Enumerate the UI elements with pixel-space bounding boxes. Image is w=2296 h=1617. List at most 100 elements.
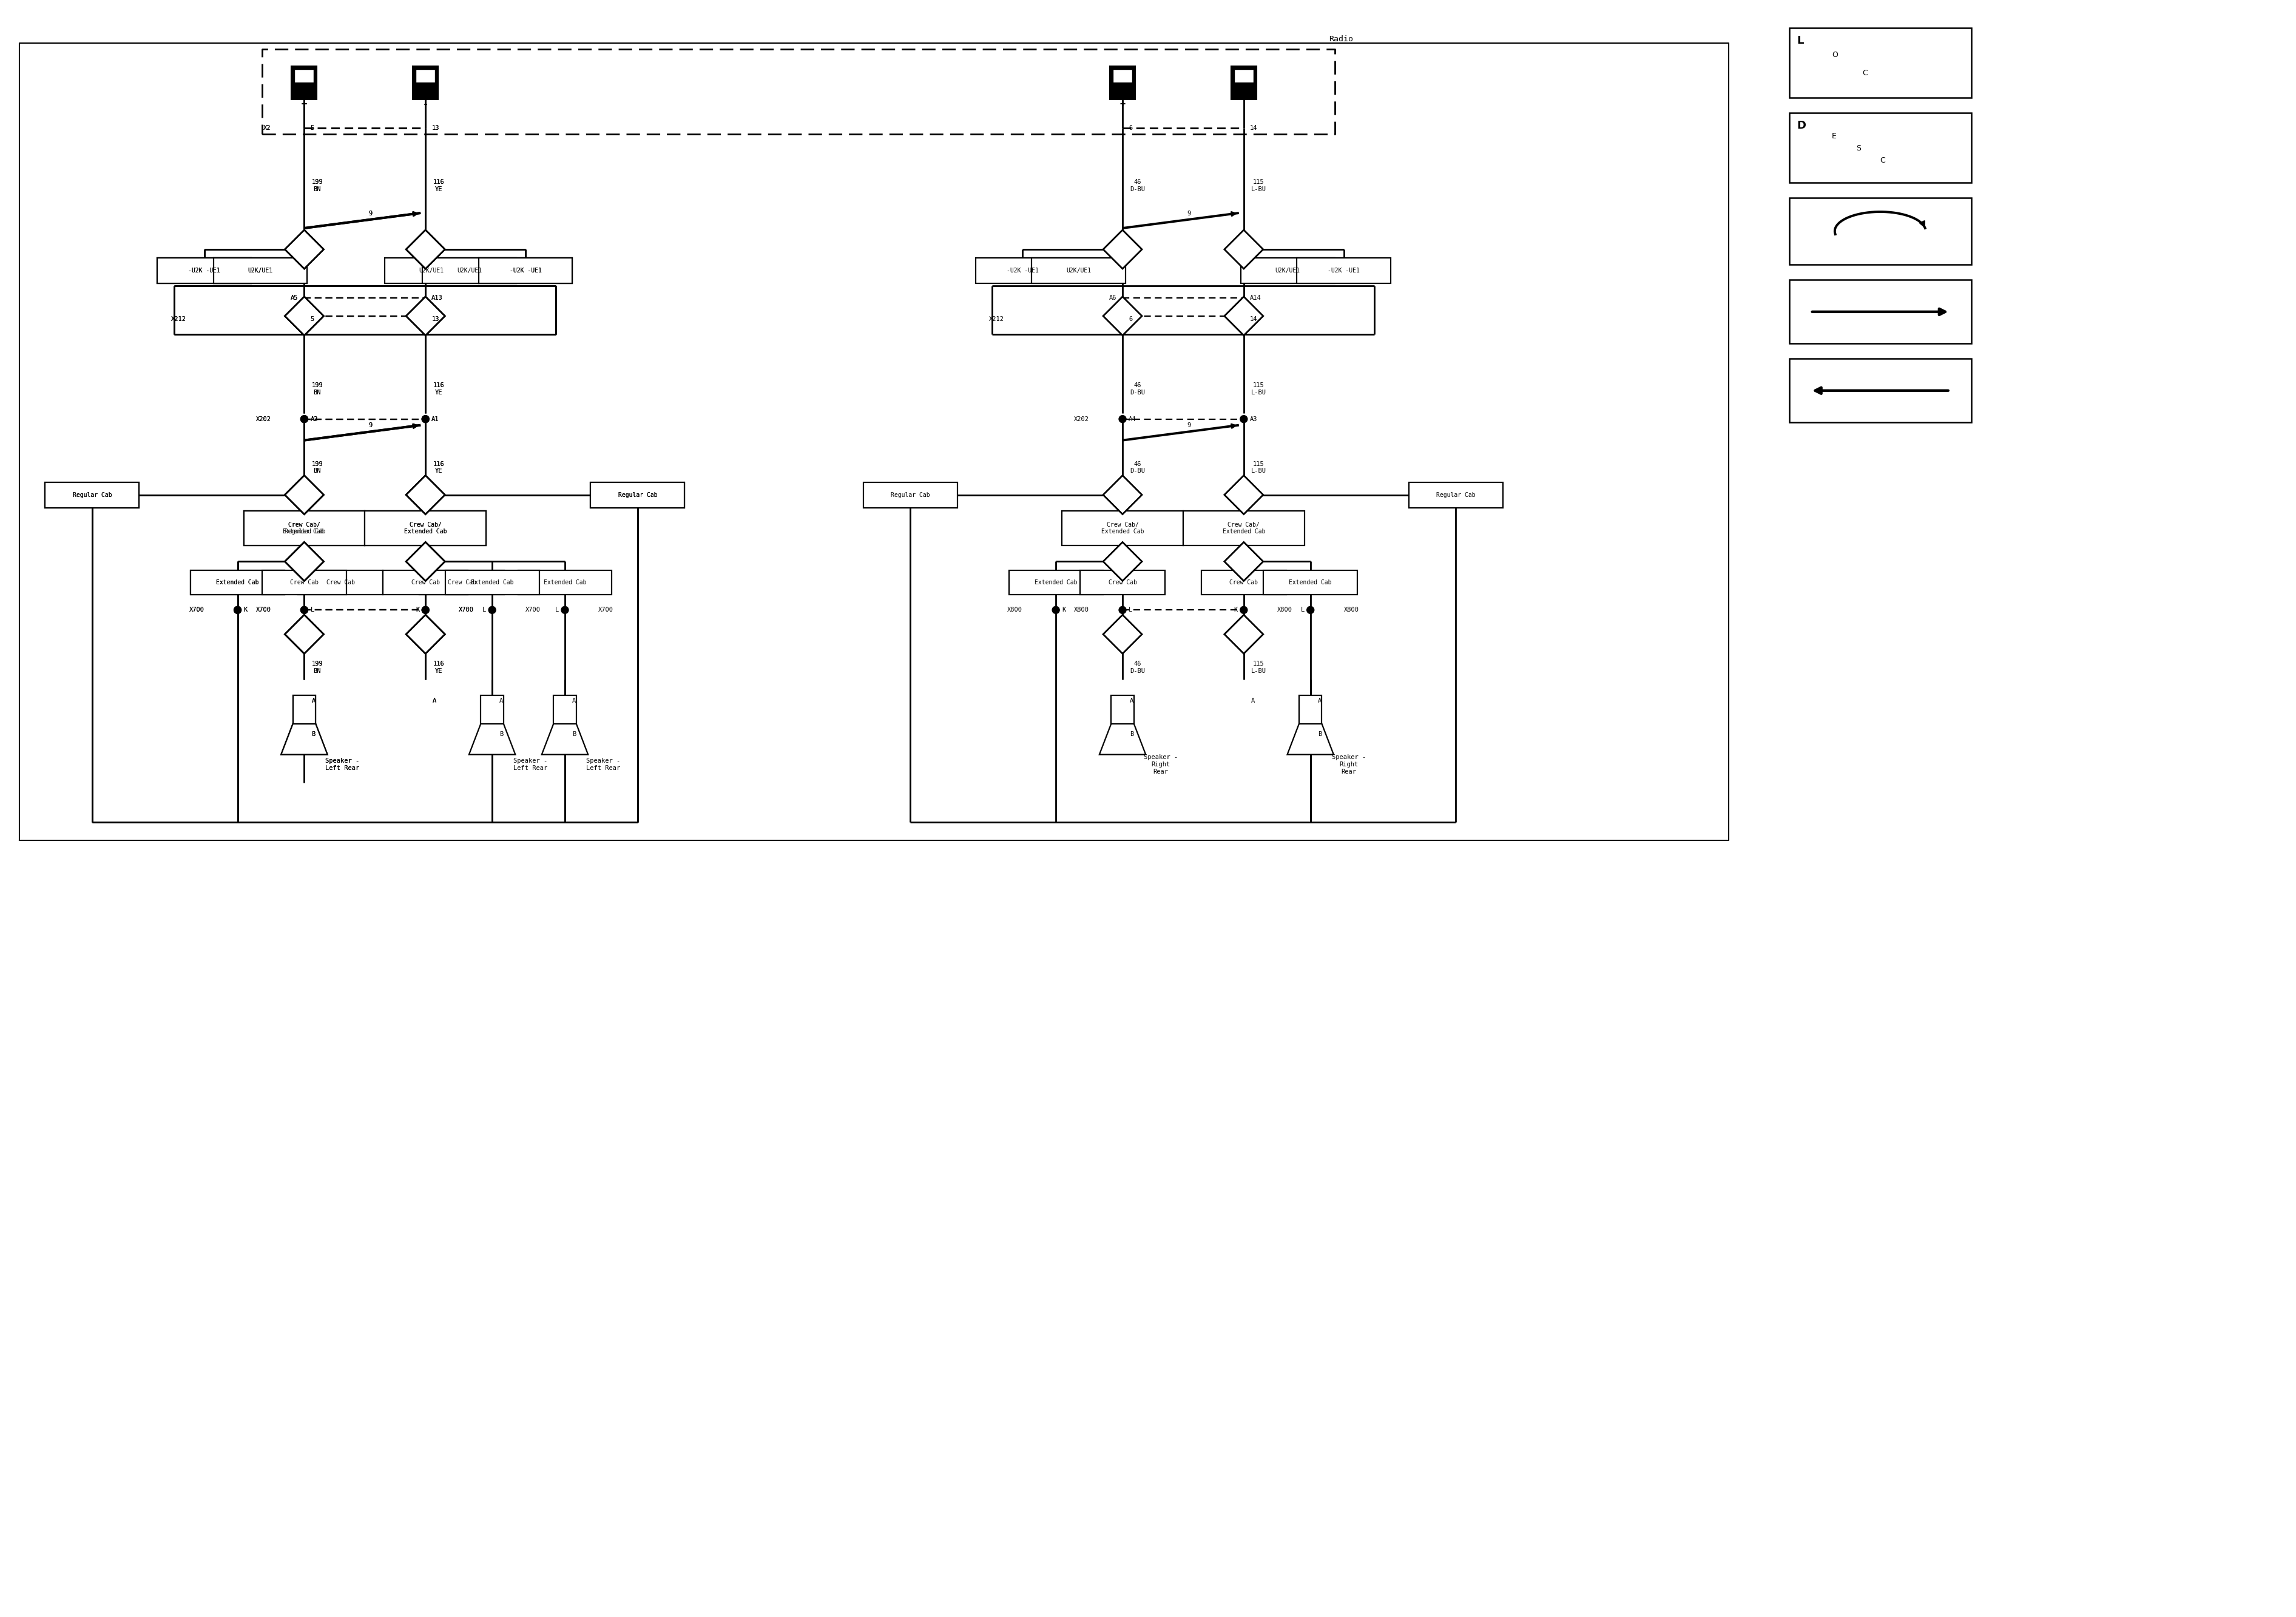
FancyBboxPatch shape <box>590 482 684 508</box>
FancyBboxPatch shape <box>214 257 308 283</box>
Text: -U2K -UE1: -U2K -UE1 <box>510 267 542 273</box>
Text: -U2K -UE1: -U2K -UE1 <box>510 267 542 273</box>
FancyBboxPatch shape <box>294 70 315 82</box>
Text: 14: 14 <box>1249 125 1258 131</box>
Polygon shape <box>406 296 445 335</box>
Text: L: L <box>310 606 315 613</box>
Text: 116
YE: 116 YE <box>432 179 443 192</box>
FancyBboxPatch shape <box>262 571 347 595</box>
Text: Crew Cab: Crew Cab <box>1231 579 1258 585</box>
Polygon shape <box>406 296 445 335</box>
Text: 199
BN: 199 BN <box>312 661 324 674</box>
Text: X700: X700 <box>599 606 613 613</box>
Text: 14: 14 <box>1249 315 1258 322</box>
FancyBboxPatch shape <box>156 257 250 283</box>
Text: L: L <box>482 606 487 613</box>
FancyBboxPatch shape <box>46 482 140 508</box>
Text: K: K <box>243 606 248 613</box>
FancyBboxPatch shape <box>1789 359 1972 422</box>
Text: U2K/UE1: U2K/UE1 <box>248 267 273 273</box>
Text: A: A <box>501 699 503 703</box>
Text: A: A <box>1251 699 1256 703</box>
Text: Extended Cab: Extended Cab <box>1035 579 1077 585</box>
FancyBboxPatch shape <box>1111 695 1134 724</box>
Text: X700: X700 <box>255 606 271 613</box>
Text: A: A <box>572 699 576 703</box>
Polygon shape <box>285 296 324 335</box>
FancyBboxPatch shape <box>292 66 317 99</box>
Circle shape <box>422 416 429 422</box>
Circle shape <box>422 416 429 422</box>
Text: X800: X800 <box>1075 606 1088 613</box>
Text: Extended Cab: Extended Cab <box>216 579 259 585</box>
Polygon shape <box>280 724 328 755</box>
Text: A: A <box>312 699 315 703</box>
Polygon shape <box>1102 230 1141 268</box>
Polygon shape <box>542 724 588 755</box>
Circle shape <box>1052 606 1058 613</box>
Text: D: D <box>1795 120 1805 131</box>
Polygon shape <box>285 296 324 335</box>
FancyBboxPatch shape <box>1240 257 1334 283</box>
Text: +: + <box>1120 99 1125 108</box>
Polygon shape <box>1224 296 1263 335</box>
Text: -U2K -UE1: -U2K -UE1 <box>188 267 220 273</box>
Text: Speaker -
Left Rear: Speaker - Left Rear <box>326 758 360 771</box>
Circle shape <box>1240 416 1247 422</box>
FancyBboxPatch shape <box>1063 511 1182 547</box>
FancyBboxPatch shape <box>1031 257 1125 283</box>
Polygon shape <box>1224 475 1263 514</box>
Circle shape <box>301 606 308 613</box>
Text: Speaker -
Right
Rear: Speaker - Right Rear <box>1332 755 1366 775</box>
Text: 9: 9 <box>370 210 372 217</box>
FancyBboxPatch shape <box>365 511 487 547</box>
FancyBboxPatch shape <box>1109 66 1134 99</box>
FancyBboxPatch shape <box>191 571 285 595</box>
FancyBboxPatch shape <box>1789 280 1972 343</box>
Text: A2: A2 <box>310 416 317 422</box>
Polygon shape <box>285 614 324 653</box>
FancyBboxPatch shape <box>294 695 315 724</box>
FancyBboxPatch shape <box>365 511 487 547</box>
Text: A14: A14 <box>1249 294 1261 301</box>
Text: X800: X800 <box>1343 606 1359 613</box>
FancyBboxPatch shape <box>1201 571 1286 595</box>
Text: Regular Cab: Regular Cab <box>618 492 657 498</box>
Polygon shape <box>1224 542 1263 581</box>
Text: 5: 5 <box>310 315 315 322</box>
Text: 115
L-BU: 115 L-BU <box>1251 382 1265 395</box>
Text: U2K/UE1: U2K/UE1 <box>1274 267 1300 273</box>
Polygon shape <box>406 230 445 268</box>
FancyBboxPatch shape <box>413 66 439 99</box>
FancyBboxPatch shape <box>413 66 439 99</box>
FancyBboxPatch shape <box>1789 113 1972 183</box>
Text: A1: A1 <box>432 416 439 422</box>
FancyBboxPatch shape <box>553 695 576 724</box>
Polygon shape <box>1224 614 1263 653</box>
Text: Regular Cab: Regular Cab <box>73 492 113 498</box>
Text: Regular Cab: Regular Cab <box>891 492 930 498</box>
Text: Regular Cab: Regular Cab <box>618 492 657 498</box>
Text: X800: X800 <box>1277 606 1293 613</box>
Text: K: K <box>416 606 420 613</box>
Circle shape <box>301 606 308 613</box>
Text: 9: 9 <box>370 422 372 429</box>
FancyBboxPatch shape <box>1263 571 1357 595</box>
FancyBboxPatch shape <box>243 511 365 547</box>
Polygon shape <box>406 542 445 581</box>
Text: Crew Cab: Crew Cab <box>326 579 356 585</box>
Text: X700: X700 <box>188 606 204 613</box>
Text: Crew Cab: Crew Cab <box>1109 579 1137 585</box>
Circle shape <box>422 606 429 613</box>
Text: A5: A5 <box>292 294 298 301</box>
Text: O: O <box>1832 52 1837 60</box>
Polygon shape <box>285 614 324 653</box>
Text: S: S <box>1855 144 1860 152</box>
Text: Crew Cab/
Extended Cab: Crew Cab/ Extended Cab <box>1102 522 1143 535</box>
Text: 199
BN: 199 BN <box>312 179 324 192</box>
FancyBboxPatch shape <box>1789 27 1972 97</box>
Circle shape <box>301 416 308 422</box>
Text: 13: 13 <box>432 315 439 322</box>
Polygon shape <box>285 542 324 581</box>
Text: 115
L-BU: 115 L-BU <box>1251 661 1265 674</box>
